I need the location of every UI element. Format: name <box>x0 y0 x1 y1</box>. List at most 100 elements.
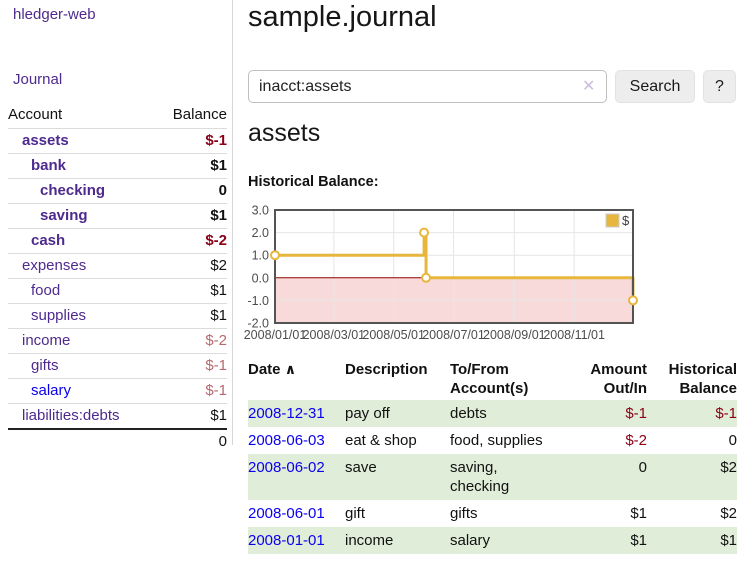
chart-ytick-label: 1.0 <box>252 249 269 263</box>
transaction-date-link[interactable]: 2008-12-31 <box>248 405 325 422</box>
register-row: 2008-01-01 income salary $1 $1 <box>248 527 737 554</box>
page-title: sample.journal <box>248 1 437 33</box>
register-balance-cell: $2 <box>720 505 737 522</box>
main-content: sample.journal ✕ Search ? assets Histori… <box>244 0 742 582</box>
account-link-supplies[interactable]: supplies <box>31 307 87 324</box>
register-balance-cell: $2 <box>720 459 737 476</box>
register-header-balance: Historical Balance <box>647 358 737 400</box>
search-input[interactable] <box>248 70 607 103</box>
register-accounts-cell: debts <box>450 400 562 427</box>
register-amount-cell: $1 <box>630 532 647 549</box>
register-header-date[interactable]: Date ∧ <box>248 358 345 400</box>
account-link-food[interactable]: food <box>31 282 61 299</box>
account-link-gifts[interactable]: gifts <box>31 357 59 374</box>
search-button[interactable]: Search <box>615 70 695 103</box>
account-name-cell: expenses <box>8 254 155 279</box>
account-row: income $-2 <box>8 329 227 354</box>
account-heading: assets <box>248 119 321 147</box>
account-link-income[interactable]: income <box>22 332 71 349</box>
account-row: salary $-1 <box>8 379 227 404</box>
clear-search-icon[interactable]: ✕ <box>582 78 596 95</box>
register-balance-cell: $-1 <box>715 405 737 422</box>
account-link-salary[interactable]: salary <box>31 382 72 399</box>
account-row: gifts $-1 <box>8 354 227 379</box>
register-accounts-cell: gifts <box>450 500 562 527</box>
register-accounts-text: debts <box>450 405 487 422</box>
account-link-expenses[interactable]: expenses <box>22 257 87 274</box>
register-header-row: Date ∧ Description To/From Account(s) Am… <box>248 358 737 400</box>
account-balance: $1 <box>210 282 227 299</box>
register-table: Date ∧ Description To/From Account(s) Am… <box>248 358 737 554</box>
register-amount-cell: $-2 <box>625 432 647 449</box>
chart-ytick-label: -2.0 <box>247 317 269 331</box>
balance-chart: 3.0 2.0 1.0 0.0 -1.0 -2.02008/01/012008/03/01… <box>244 204 638 342</box>
account-name-cell: salary <box>8 379 155 404</box>
account-link-checking[interactable]: checking <box>40 182 106 199</box>
accounts-table: Account Balance assets $-1 bank $1 checking 0… <box>8 102 227 454</box>
chart-ytick-label: 3.0 <box>252 204 269 218</box>
transaction-date-link[interactable]: 2008-01-01 <box>248 532 325 549</box>
chart-xtick-label: 2008/07/01 <box>422 328 485 342</box>
register-header-accounts: To/From Account(s) <box>450 358 562 400</box>
account-row: food $1 <box>8 279 227 304</box>
account-balance: $-1 <box>205 357 227 374</box>
chart-legend-label: $ <box>622 213 630 228</box>
register-description-cell: save <box>345 459 377 476</box>
chart-ytick-label: -1.0 <box>247 294 269 308</box>
account-balance: $1 <box>210 407 227 424</box>
register-balance-cell: $1 <box>720 532 737 549</box>
register-row: 2008-12-31 pay off debts $-1 $-1 <box>248 400 737 427</box>
account-balance: $-1 <box>205 382 227 399</box>
register-accounts-cell: salary <box>450 527 562 554</box>
chart-point <box>419 227 430 238</box>
accounts-tbody: assets $-1 bank $1 checking 0 saving $1 cash $-2 e… <box>8 129 227 430</box>
register-amount-cell: 0 <box>638 459 647 476</box>
account-name-cell: assets <box>8 129 155 154</box>
register-row: 2008-06-02 save saving, checking 0 $2 <box>248 454 737 500</box>
help-button[interactable]: ? <box>703 70 736 103</box>
sidebar-item-journal[interactable]: Journal <box>13 71 63 88</box>
account-balance: $1 <box>210 207 227 224</box>
app-title-link[interactable]: hledger-web <box>13 6 96 23</box>
account-link-liabilities:debts[interactable]: liabilities:debts <box>22 407 120 424</box>
account-balance: $-1 <box>205 132 227 149</box>
register-header-amount-line1: Amount <box>590 361 647 378</box>
account-name-cell: gifts <box>8 354 155 379</box>
transaction-date-link[interactable]: 2008-06-01 <box>248 505 325 522</box>
register-row: 2008-06-03 eat & shop food, supplies $-2 0 <box>248 427 737 454</box>
account-row: saving $1 <box>8 204 227 229</box>
register-accounts-cell: food, supplies <box>450 427 562 454</box>
register-row: 2008-06-01 gift gifts $1 $2 <box>248 500 737 527</box>
register-balance-cell: 0 <box>728 432 737 449</box>
account-link-saving[interactable]: saving <box>40 207 88 224</box>
account-link-assets[interactable]: assets <box>22 132 69 149</box>
register-accounts-text: salary <box>450 532 491 549</box>
register-header-amount: Amount Out/In <box>562 358 647 400</box>
account-row: cash $-2 <box>8 229 227 254</box>
chart-border <box>274 209 634 324</box>
register-date-cell: 2008-12-31 <box>248 400 345 427</box>
account-name-cell: bank <box>8 154 155 179</box>
account-balance: $1 <box>210 307 227 324</box>
transaction-date-link[interactable]: 2008-06-02 <box>248 459 325 476</box>
account-link-cash[interactable]: cash <box>31 232 66 249</box>
account-link-bank[interactable]: bank <box>31 157 67 174</box>
register-tbody: 2008-12-31 pay off debts $-1 $-1 2008-06-03 ea… <box>248 400 737 554</box>
chart-xtick-label: 2008/11/01 <box>543 328 605 342</box>
accounts-total-row: 0 <box>8 429 227 454</box>
register-header-date-label: Date <box>248 361 281 378</box>
register-header-amount-line2: Out/In <box>603 380 647 397</box>
account-name-cell: liabilities:debts <box>8 404 155 430</box>
accounts-header-account: Account <box>8 106 63 123</box>
account-balance: $-2 <box>205 332 227 349</box>
accounts-total-value: 0 <box>218 433 227 450</box>
register-accounts-text: gifts <box>450 505 478 522</box>
account-name-cell: cash <box>8 229 155 254</box>
chart-xtick-label: 2008/09/01 <box>483 328 546 342</box>
register-header-balance-line2: Balance <box>679 380 737 397</box>
account-row: expenses $2 <box>8 254 227 279</box>
account-row: bank $1 <box>8 154 227 179</box>
transaction-date-link[interactable]: 2008-06-03 <box>248 432 325 449</box>
register-description-cell: eat & shop <box>345 432 417 449</box>
register-amount-cell: $-1 <box>625 405 647 422</box>
